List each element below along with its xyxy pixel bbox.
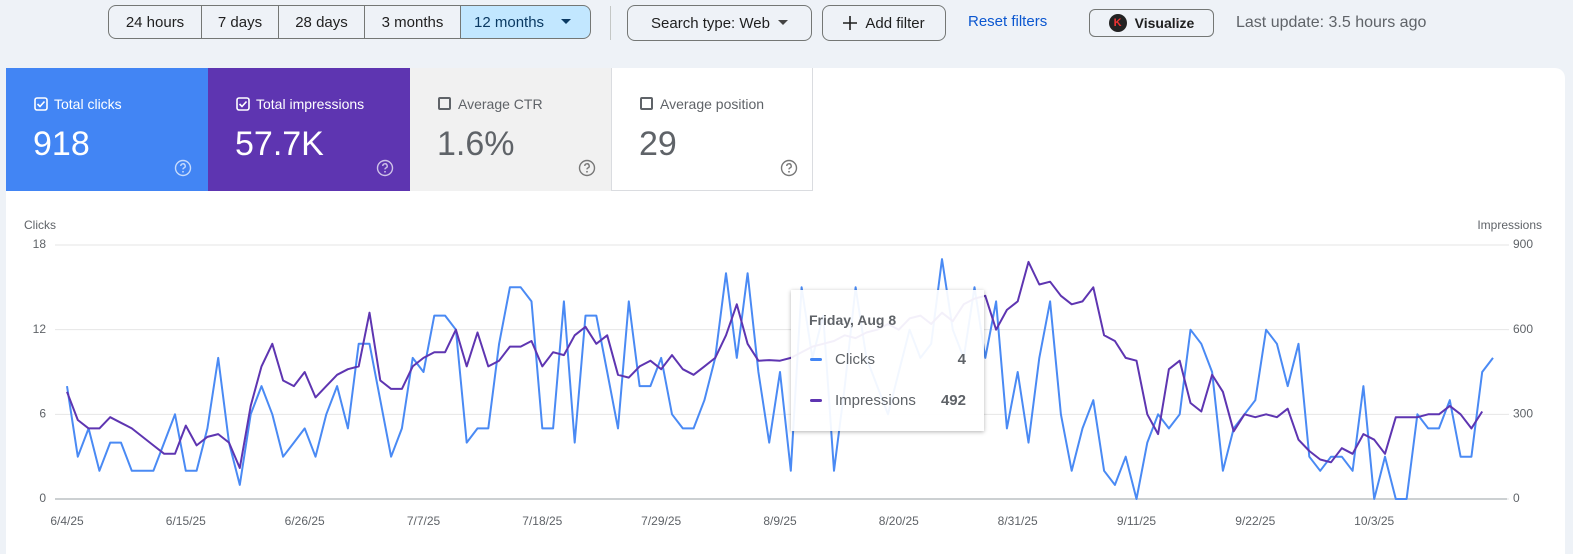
metric-card[interactable]: Average CTR 1.6% <box>410 68 612 191</box>
help-icon[interactable] <box>376 159 394 177</box>
tooltip-swatch <box>810 358 822 361</box>
card-label: Average CTR <box>458 96 543 112</box>
metric-card[interactable]: Total clicks 918 <box>6 68 208 191</box>
x-tick-label: 9/22/25 <box>1235 514 1275 528</box>
metric-card[interactable]: Average position 29 <box>611 68 813 191</box>
checkbox-checked <box>236 97 250 111</box>
x-tick-label: 8/20/25 <box>879 514 919 528</box>
tooltip-value: 492 <box>940 392 966 409</box>
card-label: Average position <box>660 96 765 112</box>
checkbox-checked <box>34 97 48 111</box>
y2-tick-label: 600 <box>1513 322 1533 336</box>
tooltip-series: Clicks <box>835 351 875 368</box>
card-value: 57.7K <box>235 125 324 163</box>
series-line <box>66 260 1484 469</box>
reset-link[interactable]: Reset filters <box>968 13 1048 30</box>
divider <box>610 6 611 40</box>
y2-axis-title: Impressions <box>1477 218 1542 232</box>
y-axis-title: Clicks <box>24 218 56 232</box>
tooltip-swatch <box>810 399 822 402</box>
x-tick-label: 7/29/25 <box>641 514 681 528</box>
button-label: Search type: Web <box>651 14 770 32</box>
dropdown-icon <box>777 20 788 25</box>
card-value: 29 <box>639 125 677 163</box>
metric-card[interactable]: Total impressions 57.7K <box>208 68 410 191</box>
card-label: Total clicks <box>54 96 122 112</box>
y-tick-label: 0 <box>39 491 46 505</box>
visualize-icon: K <box>1108 14 1127 32</box>
checkbox <box>438 97 451 110</box>
x-tick-label: 8/31/25 <box>998 514 1038 528</box>
range-button[interactable]: 28 days <box>278 5 365 39</box>
help-icon[interactable] <box>174 159 192 177</box>
visualize-button[interactable]: K Visualize <box>1089 9 1214 37</box>
button-label: Visualize <box>1134 15 1195 31</box>
series-line <box>66 258 1494 500</box>
tooltip: Friday, Aug 8 Clicks 4 Impressions 492 <box>791 290 984 431</box>
y2-tick-label: 0 <box>1513 491 1520 505</box>
add-filter-button[interactable]: Add filter <box>822 5 946 41</box>
y-tick-label: 18 <box>33 237 47 251</box>
tooltip-value: 4 <box>957 351 966 368</box>
x-tick-label: 6/15/25 <box>166 514 206 528</box>
y2-tick-label: 300 <box>1513 407 1533 421</box>
dropdown-icon <box>561 19 571 24</box>
y-tick-label: 6 <box>39 407 46 421</box>
checkbox <box>640 97 653 110</box>
tooltip-title: Friday, Aug 8 <box>809 312 897 328</box>
help-icon[interactable] <box>578 159 596 177</box>
y-tick-label: 12 <box>33 322 47 336</box>
search-type-button[interactable]: Search type: Web <box>627 5 812 41</box>
x-tick-label: 7/18/25 <box>522 514 562 528</box>
plus-icon <box>843 16 858 30</box>
card-label: Total impressions <box>256 96 365 112</box>
last-update: Last update: 3.5 hours ago <box>1236 14 1427 31</box>
range-button[interactable]: 24 hours <box>108 5 202 39</box>
x-tick-label: 6/26/25 <box>285 514 325 528</box>
x-tick-label: 9/11/25 <box>1117 514 1156 528</box>
tooltip-series: Impressions <box>835 392 916 409</box>
card-value: 918 <box>33 125 90 163</box>
card-value: 1.6% <box>437 125 515 163</box>
help-icon[interactable] <box>780 159 798 177</box>
y2-tick-label: 900 <box>1513 237 1533 251</box>
x-tick-label: 8/9/25 <box>763 514 797 528</box>
range-button-selected[interactable]: 12 months <box>460 5 591 39</box>
range-label: 12 months <box>474 13 545 31</box>
x-tick-label: 6/4/25 <box>50 514 84 528</box>
x-tick-label: 10/3/25 <box>1354 514 1394 528</box>
button-label: Add filter <box>865 14 925 32</box>
x-tick-label: 7/7/25 <box>407 514 441 528</box>
